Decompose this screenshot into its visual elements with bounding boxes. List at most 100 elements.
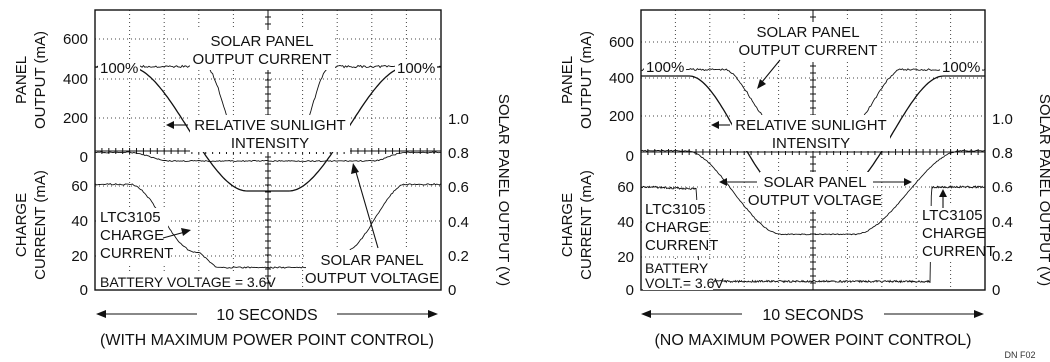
annotation-mask [97, 274, 255, 289]
time-span-label: 10 SECONDS [216, 307, 317, 324]
right-tick-0.8: 0.8 [448, 145, 469, 162]
annotation-mask [732, 115, 890, 151]
chart-left: PANEL OUTPUT (mA) CHARGE CURRENT (mA) 60… [13, 9, 512, 349]
annotation-mask [920, 206, 984, 262]
annotation-mask [98, 60, 140, 76]
b-tick-60: 60 [617, 179, 634, 196]
b-right-tick-0.8: 0.8 [992, 145, 1013, 162]
right-tick-0.6: 0.6 [448, 179, 469, 196]
left-tick-0-bottom: 0 [80, 282, 88, 299]
pct-left-label: 100% [100, 60, 138, 77]
voltage-arrow [355, 171, 379, 249]
b-tick-200: 200 [609, 108, 634, 125]
annotation-mask [190, 115, 350, 152]
right-top-axis-label-2: OUTPUT (mA) [578, 31, 595, 129]
charge-arrow [162, 231, 186, 239]
b-panel-current-arrow [761, 59, 781, 83]
b-charge-right-label-2: CHARGE [922, 225, 986, 242]
b-charge-right-label-3: CURRENT [922, 243, 995, 260]
left-tick-0-top: 0 [80, 149, 88, 166]
b-battery-label-2: VOLT.= 3.6V [645, 275, 724, 291]
b-voltage-label-1: SOLAR PANEL [763, 174, 866, 191]
b-tick-600: 600 [609, 34, 634, 51]
left-tick-40: 40 [71, 213, 88, 230]
panel-current-label-2: OUTPUT CURRENT [193, 51, 332, 68]
left-charge-current-trace [94, 183, 442, 269]
chart-caption: (WITH MAXIMUM POWER POINT CONTROL) [100, 332, 434, 349]
left-tick-600: 600 [63, 31, 88, 48]
right-charge-current-trace [640, 185, 986, 284]
b-right-tick-0.6: 0.6 [992, 179, 1013, 196]
b-right-tick-1.0: 1.0 [992, 111, 1013, 128]
annotation-mask [643, 200, 709, 256]
b-sunlight-arrowhead [711, 121, 719, 129]
b-time-arrowhead-left [641, 310, 651, 318]
sunlight-label-1: RELATIVE SUNLIGHT [194, 117, 345, 134]
b-charge-left-label-2: CHARGE [645, 219, 709, 236]
right-tick-0: 0 [448, 282, 456, 299]
b-panel-current-label-1: SOLAR PANEL [756, 24, 859, 41]
b-charge-right-arrowhead [939, 189, 947, 197]
pct-right-label: 100% [397, 60, 435, 77]
sunlight-arrowhead [166, 121, 174, 129]
b-charge-left-label-1: LTC3105 [645, 201, 706, 218]
left-panel-voltage-trace [94, 151, 442, 163]
b-time-span-label: 10 SECONDS [762, 307, 863, 324]
left-bottom-axis-label-1: CHARGE [13, 193, 30, 257]
b-right-tick-0.2: 0.2 [992, 248, 1013, 265]
battery-label: BATTERY VOLTAGE = 3.6V [100, 274, 276, 290]
left-tick-400: 400 [63, 71, 88, 88]
b-sunlight-label-2: INTENSITY [772, 135, 850, 152]
b-pct-right-label: 100% [942, 59, 980, 76]
panel-current-label-1: SOLAR PANEL [210, 33, 313, 50]
left-annotations: SOLAR PANEL OUTPUT CURRENT 100% 100% REL… [97, 30, 440, 290]
annotation-mask [644, 59, 686, 75]
annotation-mask [760, 172, 870, 210]
annotation-mask [395, 60, 437, 76]
figure-tag: DN F02 [1004, 350, 1035, 360]
b-voltage-label-2: OUTPUT VOLTAGE [748, 192, 882, 209]
right-panel-voltage-trace [640, 149, 986, 236]
left-top-axis-label-2: OUTPUT (mA) [32, 31, 49, 129]
left-top-axis-label-1: PANEL [13, 56, 30, 104]
left-bottom-axis-label-2: CURRENT (mA) [32, 170, 49, 280]
b-time-arrowhead-right [974, 310, 984, 318]
right-axis-label: SOLAR PANEL OUTPUT (V) [495, 94, 512, 286]
right-tick-0.2: 0.2 [448, 248, 469, 265]
b-charge-left-label-3: CURRENT [645, 237, 718, 254]
b-tick-400: 400 [609, 70, 634, 87]
left-minor-ticks [94, 9, 442, 291]
time-arrowhead-right [428, 310, 438, 318]
charge-label-1: LTC3105 [100, 209, 161, 226]
voltage-label-1: SOLAR PANEL [320, 252, 423, 269]
b-right-tick-0: 0 [992, 282, 1000, 299]
b-tick-40: 40 [617, 214, 634, 231]
annotation-mask [98, 208, 168, 266]
b-sunlight-label-1: RELATIVE SUNLIGHT [735, 117, 886, 134]
b-panel-current-arrowhead [757, 79, 766, 89]
b-voltage-arrowhead-right [904, 178, 912, 186]
b-right-tick-0.4: 0.4 [992, 214, 1013, 231]
annotation-mask [643, 260, 713, 290]
b-panel-current-label-2: OUTPUT CURRENT [739, 42, 878, 59]
charge-label-3: CURRENT [100, 245, 173, 262]
annotation-mask [306, 250, 440, 288]
left-tick-200: 200 [63, 110, 88, 127]
b-tick-20: 20 [617, 249, 634, 266]
voltage-arrowhead [351, 163, 359, 174]
right-annotations: SOLAR PANEL OUTPUT CURRENT 100% 100% REL… [643, 22, 995, 291]
left-sunlight-trace [95, 66, 441, 192]
left-tick-20: 20 [71, 248, 88, 265]
annotation-mask [738, 22, 878, 62]
left-tick-60: 60 [71, 178, 88, 195]
right-tick-0.4: 0.4 [448, 214, 469, 231]
chart-right: PANEL OUTPUT (mA) CHARGE CURRENT (mA) 60… [559, 9, 1050, 349]
right-bottom-axis-label-2: CURRENT (mA) [578, 170, 595, 280]
b-tick-0-bottom: 0 [626, 282, 634, 299]
annotation-mask [190, 30, 335, 70]
right-top-axis-label-1: PANEL [559, 56, 576, 104]
charge-arrowhead [181, 228, 191, 236]
sunlight-label-2: INTENSITY [231, 135, 309, 152]
voltage-label-2: OUTPUT VOLTAGE [305, 270, 439, 287]
